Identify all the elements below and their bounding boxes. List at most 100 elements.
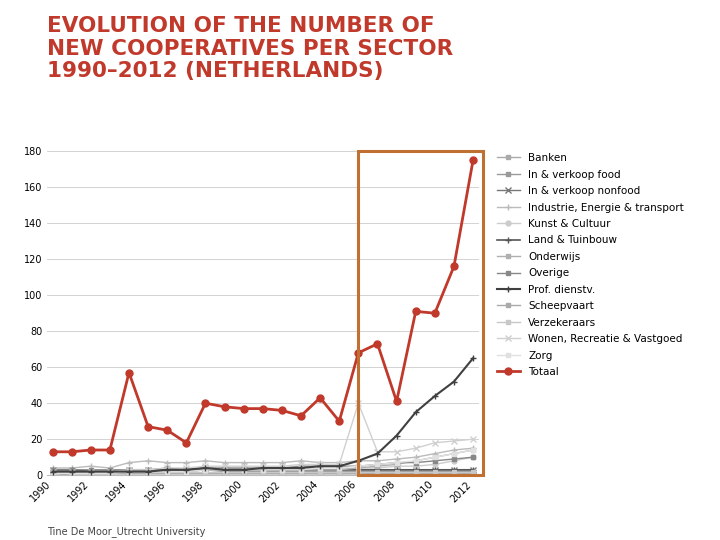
Kunst & Cultuur [449,457,458,464]
In & verkoop nonfood [373,467,382,473]
Onderwijs [335,467,343,473]
In & verkoop food [297,468,305,475]
Prof. dienstv. [239,467,248,473]
Prof. dienstv. [278,465,287,471]
Industrie, Energie & transport [144,457,153,464]
Land & Tuinbouw [411,467,420,473]
Industrie, Energie & transport [335,460,343,466]
Banken [220,472,229,478]
Totaal [373,341,382,347]
Overige [449,456,458,462]
Totaal [68,449,76,455]
Scheepvaart [431,470,439,477]
Totaal [239,406,248,412]
Line: Zorg: Zorg [50,448,475,476]
Verzekeraars [335,468,343,475]
Prof. dienstv. [335,463,343,469]
Scheepvaart [86,470,95,477]
Wonen, Recreatie & Vastgoed [373,449,382,455]
Verzekeraars [392,468,401,475]
Land & Tuinbouw [144,467,153,473]
Kunst & Cultuur [144,467,153,473]
In & verkoop food [449,468,458,475]
Kunst & Cultuur [469,454,477,461]
Onderwijs [125,468,133,475]
Zorg [86,470,95,477]
In & verkoop nonfood [297,467,305,473]
Overige [278,465,287,471]
In & verkoop nonfood [431,467,439,473]
Banken [86,472,95,478]
In & verkoop nonfood [316,467,325,473]
Verzekeraars [144,468,153,475]
Land & Tuinbouw [201,467,210,473]
Kunst & Cultuur [431,461,439,468]
Totaal [297,413,305,419]
Banken [335,472,343,478]
Onderwijs [469,447,477,453]
Overige [469,454,477,461]
In & verkoop food [48,468,57,475]
In & verkoop nonfood [68,467,76,473]
Text: EVOLUTION OF THE NUMBER OF
NEW COOPERATIVES PER SECTOR
1990–2012 (NETHERLANDS): EVOLUTION OF THE NUMBER OF NEW COOPERATI… [47,16,453,81]
Overige [335,463,343,469]
Verzekeraars [106,468,114,475]
Industrie, Energie & transport [220,460,229,466]
Onderwijs [297,467,305,473]
Line: Prof. dienstv.: Prof. dienstv. [49,355,477,475]
Verzekeraars [431,468,439,475]
Onderwijs [431,454,439,461]
Scheepvaart [316,470,325,477]
Prof. dienstv. [163,467,171,473]
Overige [431,457,439,464]
Land & Tuinbouw [335,467,343,473]
Prof. dienstv. [354,457,363,464]
In & verkoop food [354,468,363,475]
Onderwijs [48,468,57,475]
Onderwijs [411,457,420,464]
Zorg [68,470,76,477]
Verzekeraars [469,468,477,475]
Industrie, Energie & transport [163,460,171,466]
Overige [86,467,95,473]
Bar [359,151,482,475]
Zorg [316,465,325,471]
Verzekeraars [297,468,305,475]
In & verkoop food [411,468,420,475]
Line: Verzekeraars: Verzekeraars [50,469,475,474]
Industrie, Energie & transport [106,465,114,471]
Land & Tuinbouw [220,467,229,473]
Banken [144,472,153,478]
Verzekeraars [239,468,248,475]
Zorg [335,465,343,471]
Prof. dienstv. [258,465,267,471]
In & verkoop nonfood [144,467,153,473]
Zorg [411,457,420,464]
Land & Tuinbouw [354,467,363,473]
Kunst & Cultuur [354,465,363,471]
Prof. dienstv. [125,468,133,475]
In & verkoop nonfood [106,468,114,475]
In & verkoop nonfood [258,467,267,473]
Line: Industrie, Energie & transport: Industrie, Energie & transport [49,445,477,471]
Verzekeraars [258,468,267,475]
Wonen, Recreatie & Vastgoed [125,467,133,473]
Kunst & Cultuur [68,468,76,475]
Scheepvaart [258,470,267,477]
Wonen, Recreatie & Vastgoed [48,468,57,475]
Scheepvaart [373,470,382,477]
Wonen, Recreatie & Vastgoed [258,463,267,469]
Banken [201,472,210,478]
Kunst & Cultuur [392,463,401,469]
Onderwijs [449,450,458,457]
Zorg [297,467,305,473]
Verzekeraars [278,468,287,475]
Overige [220,465,229,471]
In & verkoop nonfood [354,467,363,473]
Verzekeraars [316,468,325,475]
Wonen, Recreatie & Vastgoed [469,436,477,442]
Overige [125,467,133,473]
Onderwijs [106,468,114,475]
Onderwijs [220,467,229,473]
Prof. dienstv. [182,467,191,473]
